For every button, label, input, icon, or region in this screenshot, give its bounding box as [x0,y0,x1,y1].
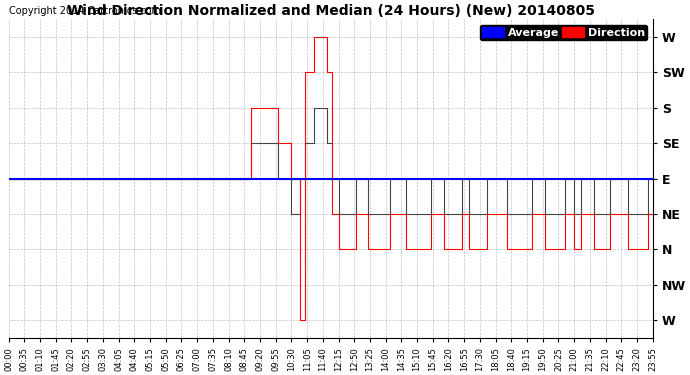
Title: Wind Direction Normalized and Median (24 Hours) (New) 20140805: Wind Direction Normalized and Median (24… [67,4,595,18]
Text: Copyright 2014 Cartronics.com: Copyright 2014 Cartronics.com [9,6,161,16]
Legend: Average, Direction: Average, Direction [480,25,647,40]
